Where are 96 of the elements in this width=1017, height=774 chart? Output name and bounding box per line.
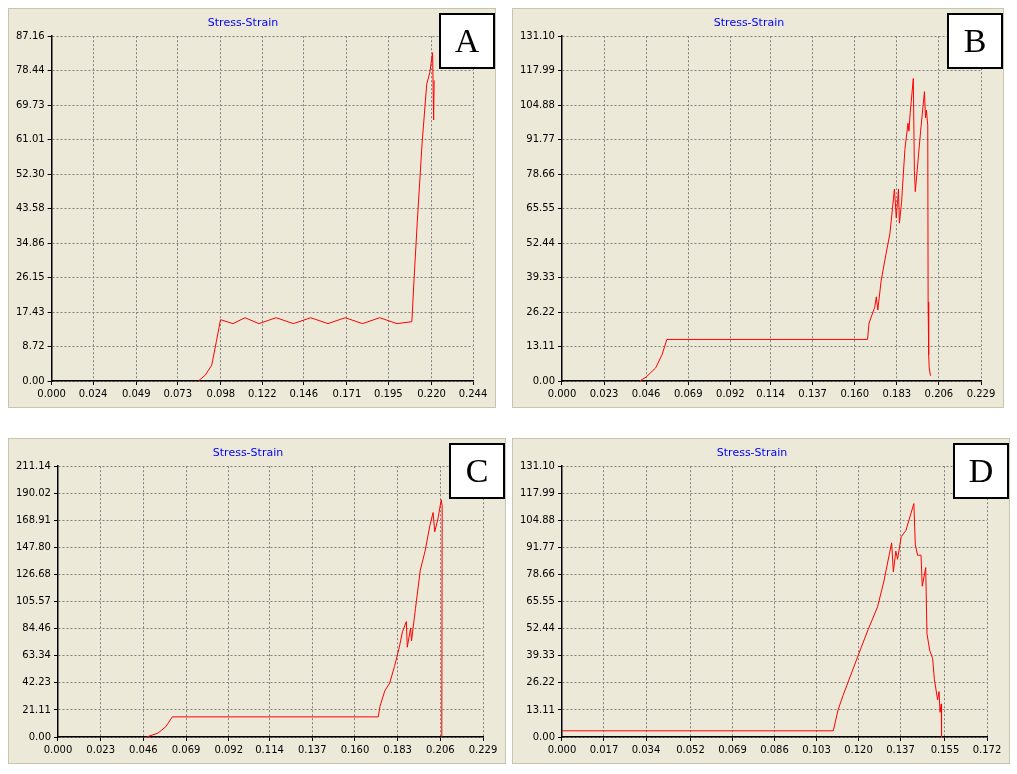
x-tick-label: 0.229 xyxy=(468,743,498,755)
y-tick-label: 91.77 xyxy=(526,133,555,145)
y-tick-label: 126.68 xyxy=(15,568,51,580)
x-tick-label: 0.049 xyxy=(121,387,151,399)
x-tick-label: 0.034 xyxy=(631,743,661,755)
y-tick-label: 63.34 xyxy=(22,649,51,661)
x-tick-label: 0.172 xyxy=(972,743,1002,755)
x-tick-label: 0.146 xyxy=(289,387,319,399)
y-tick-label: 13.11 xyxy=(526,340,555,352)
y-tick-label: 117.99 xyxy=(519,486,555,498)
x-tick-label: 0.073 xyxy=(163,387,193,399)
y-tick-label: 43.58 xyxy=(15,202,45,214)
y-tick-label: 52.30 xyxy=(15,167,45,179)
x-tick-label: 0.069 xyxy=(718,743,747,755)
x-tick-label: 0.023 xyxy=(86,743,115,755)
annotation: A xyxy=(439,13,495,69)
y-tick-label: 131.10 xyxy=(519,29,555,41)
y-tick-label: 61.01 xyxy=(15,133,45,145)
y-tick-label: 52.44 xyxy=(526,622,555,634)
x-tick-label: 0.017 xyxy=(589,743,619,755)
y-tick-label: 105.57 xyxy=(15,595,51,607)
x-tick-label: 0.183 xyxy=(882,387,912,399)
y-tick-label: 0.00 xyxy=(532,730,555,742)
chart-title: Stress-Strain xyxy=(212,446,284,460)
x-tick-label: 0.000 xyxy=(547,743,577,755)
x-tick-label: 0.244 xyxy=(458,387,488,399)
y-tick-label: 104.88 xyxy=(519,98,555,110)
x-tick-label: 0.183 xyxy=(383,743,412,755)
chart-title: Stress-Strain xyxy=(207,16,279,30)
x-tick-label: 0.069 xyxy=(171,743,201,755)
y-tick-label: 0.00 xyxy=(532,374,555,386)
y-tick-label: 26.15 xyxy=(15,271,45,283)
y-tick-label: 21.11 xyxy=(22,703,51,715)
x-tick-label: 0.098 xyxy=(206,387,236,399)
y-tick-label: 65.55 xyxy=(526,202,555,214)
x-tick-label: 0.000 xyxy=(37,387,66,399)
y-tick-label: 39.33 xyxy=(526,649,555,661)
y-tick-label: 190.02 xyxy=(15,486,51,498)
x-tick-label: 0.120 xyxy=(844,743,873,755)
x-tick-label: 0.160 xyxy=(340,743,370,755)
y-tick-label: 69.73 xyxy=(15,98,45,110)
y-tick-label: 168.91 xyxy=(15,513,51,525)
x-tick-label: 0.206 xyxy=(924,387,954,399)
x-tick-label: 0.069 xyxy=(673,387,703,399)
x-tick-label: 0.103 xyxy=(802,743,831,755)
y-tick-label: 78.66 xyxy=(526,167,555,179)
x-tick-label: 0.092 xyxy=(716,387,745,399)
y-tick-label: 42.23 xyxy=(22,676,51,688)
chart-title: Stress-Strain xyxy=(716,446,788,460)
x-tick-label: 0.000 xyxy=(43,743,73,755)
y-tick-label: 8.72 xyxy=(22,340,45,352)
y-tick-label: 131.10 xyxy=(519,459,555,471)
x-tick-label: 0.137 xyxy=(798,387,827,399)
y-tick-label: 78.44 xyxy=(15,64,45,76)
x-tick-label: 0.155 xyxy=(930,743,960,755)
x-tick-label: 0.046 xyxy=(129,743,158,755)
chart-title: Stress-Strain xyxy=(713,16,785,30)
y-tick-label: 34.86 xyxy=(15,236,45,248)
x-tick-label: 0.160 xyxy=(840,387,870,399)
y-tick-label: 39.33 xyxy=(526,271,555,283)
x-tick-label: 0.086 xyxy=(760,743,789,755)
x-tick-label: 0.052 xyxy=(676,743,705,755)
x-tick-label: 0.092 xyxy=(214,743,244,755)
y-tick-label: 87.16 xyxy=(15,29,45,41)
y-tick-label: 65.55 xyxy=(526,595,555,607)
x-tick-label: 0.137 xyxy=(886,743,915,755)
x-tick-label: 0.137 xyxy=(297,743,327,755)
y-tick-label: 17.43 xyxy=(15,305,45,317)
y-tick-label: 78.66 xyxy=(526,568,555,580)
x-tick-label: 0.046 xyxy=(631,387,661,399)
y-tick-label: 147.80 xyxy=(15,541,51,553)
x-tick-label: 0.171 xyxy=(332,387,362,399)
x-tick-label: 0.122 xyxy=(247,387,277,399)
y-tick-label: 104.88 xyxy=(519,513,555,525)
y-tick-label: 91.77 xyxy=(526,541,555,553)
x-tick-label: 0.023 xyxy=(589,387,619,399)
x-tick-label: 0.206 xyxy=(425,743,455,755)
annotation: C xyxy=(449,443,505,499)
y-tick-label: 84.46 xyxy=(22,622,51,634)
y-tick-label: 52.44 xyxy=(526,236,555,248)
annotation: B xyxy=(947,13,1003,69)
x-tick-label: 0.114 xyxy=(255,743,284,755)
x-tick-label: 0.000 xyxy=(547,387,577,399)
x-tick-label: 0.114 xyxy=(756,387,785,399)
y-tick-label: 26.22 xyxy=(526,305,555,317)
y-tick-label: 0.00 xyxy=(28,730,51,742)
y-tick-label: 0.00 xyxy=(22,374,45,386)
x-tick-label: 0.195 xyxy=(374,387,403,399)
annotation: D xyxy=(953,443,1009,499)
y-tick-label: 211.14 xyxy=(15,459,51,471)
x-tick-label: 0.220 xyxy=(417,387,446,399)
x-tick-label: 0.229 xyxy=(966,387,996,399)
y-tick-label: 13.11 xyxy=(526,703,555,715)
x-tick-label: 0.024 xyxy=(78,387,108,399)
y-tick-label: 26.22 xyxy=(526,676,555,688)
y-tick-label: 117.99 xyxy=(519,64,555,76)
